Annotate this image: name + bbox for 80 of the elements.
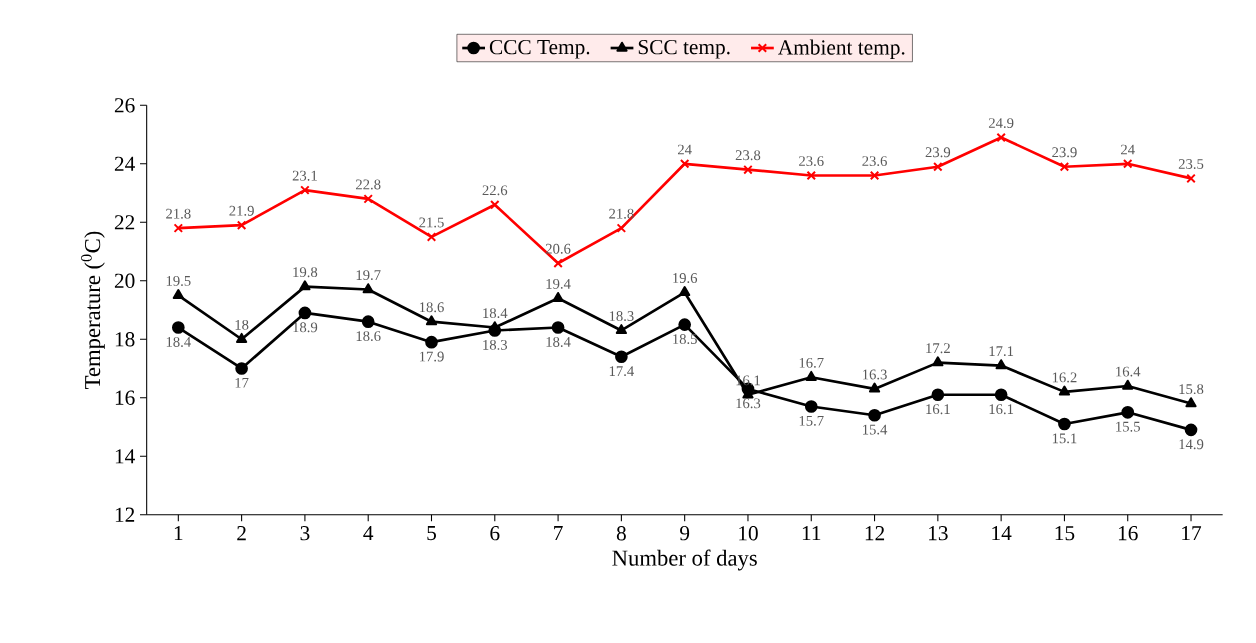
data-label: 21.5 <box>419 217 444 228</box>
data-label: 15.8 <box>1179 384 1204 395</box>
data-label: 16.3 <box>736 398 761 409</box>
data-label: 17 <box>235 378 249 388</box>
data-label: 15.7 <box>799 416 824 426</box>
data-label: 18.3 <box>609 311 634 322</box>
x-tick-label: 17 <box>1182 526 1202 541</box>
data-label: 20.6 <box>545 243 571 254</box>
data-label: 15.4 <box>863 424 888 435</box>
data-label: 23.9 <box>925 147 951 158</box>
x-tick-label: 8 <box>616 526 626 541</box>
data-label: 16.1 <box>989 404 1014 415</box>
data-label: 16.1 <box>926 404 950 415</box>
data-label: 17.1 <box>989 346 1014 357</box>
data-label: 18.5 <box>673 334 697 345</box>
data-label: 14.9 <box>1179 439 1204 450</box>
data-label: 18.4 <box>546 337 571 348</box>
legend-label: SCC temp. <box>638 40 730 59</box>
data-label: 23.8 <box>735 150 761 161</box>
data-label: 18.4 <box>483 308 508 319</box>
y-axis-title: Temperature ($^{0}$C) <box>81 231 105 390</box>
x-tick-label: 4 <box>363 526 374 541</box>
data-label: 24.9 <box>988 118 1014 129</box>
y-tick-label: 20 <box>114 273 135 289</box>
data-label: 21.9 <box>229 206 254 216</box>
data-label: 18.6 <box>419 302 444 313</box>
x-tick-label: 15 <box>1055 526 1075 541</box>
data-label: 23.1 <box>292 170 317 181</box>
data-label: 24 <box>677 144 692 155</box>
data-label: 18.9 <box>293 322 318 333</box>
x-axis-title: Number of days <box>612 549 757 571</box>
y-tick-label: 22 <box>114 215 135 230</box>
x-tick-label: 1 <box>174 526 183 541</box>
data-label: 19.4 <box>546 279 571 290</box>
y-tick-label: 14 <box>115 449 135 464</box>
x-tick-label: 12 <box>865 526 885 541</box>
x-tick-label: 10 <box>739 526 758 541</box>
data-label: 16.3 <box>863 369 887 380</box>
data-label: 16.4 <box>1116 366 1141 377</box>
data-label: 15.5 <box>1116 421 1140 432</box>
x-tick-label: 2 <box>237 526 246 541</box>
legend-label: Ambient temp. <box>778 39 905 60</box>
x-tick-label: 14 <box>992 526 1012 541</box>
data-label: 19.7 <box>356 270 381 281</box>
data-label: 22.8 <box>356 179 381 190</box>
data-label: 23.6 <box>862 156 887 167</box>
x-tick-label: 5 <box>427 526 436 541</box>
data-label: 22.6 <box>482 185 508 196</box>
x-tick-label: 9 <box>680 526 690 541</box>
data-label: 23.9 <box>1052 147 1077 158</box>
data-label: 18.3 <box>483 340 508 351</box>
data-label: 15.1 <box>1052 433 1077 444</box>
data-label: 17.2 <box>926 343 950 354</box>
data-label: 24 <box>1121 144 1135 155</box>
data-label: 18.4 <box>166 337 191 348</box>
y-tick-label: 12 <box>115 507 135 522</box>
data-label: 18.6 <box>356 331 381 342</box>
y-tick-label: 26 <box>114 98 135 113</box>
data-label: 17.9 <box>419 351 444 362</box>
data-label: 18 <box>235 320 249 330</box>
data-label: 17.4 <box>609 366 634 377</box>
data-label: 21.8 <box>609 208 634 219</box>
data-label: 19.8 <box>293 267 318 278</box>
data-label: 16.2 <box>1052 372 1077 383</box>
data-label: 21.8 <box>166 208 191 219</box>
data-label: 16.7 <box>799 358 824 368</box>
x-tick-label: 11 <box>802 526 821 541</box>
y-tick-label: 24 <box>114 156 135 172</box>
x-tick-label: 13 <box>929 526 948 541</box>
x-tick-label: 16 <box>1118 526 1138 541</box>
x-tick-label: 7 <box>554 526 563 541</box>
data-label: 19.6 <box>673 273 698 284</box>
y-tick-label: 16 <box>115 390 135 406</box>
data-label: 23.5 <box>1178 159 1204 170</box>
x-tick-label: 6 <box>490 526 500 541</box>
y-tick-label: 18 <box>115 332 135 347</box>
legend-label: CCC Temp. <box>489 40 590 59</box>
x-tick-label: 3 <box>300 526 310 541</box>
data-label: 23.6 <box>799 156 824 167</box>
data-label: 19.5 <box>166 276 191 287</box>
